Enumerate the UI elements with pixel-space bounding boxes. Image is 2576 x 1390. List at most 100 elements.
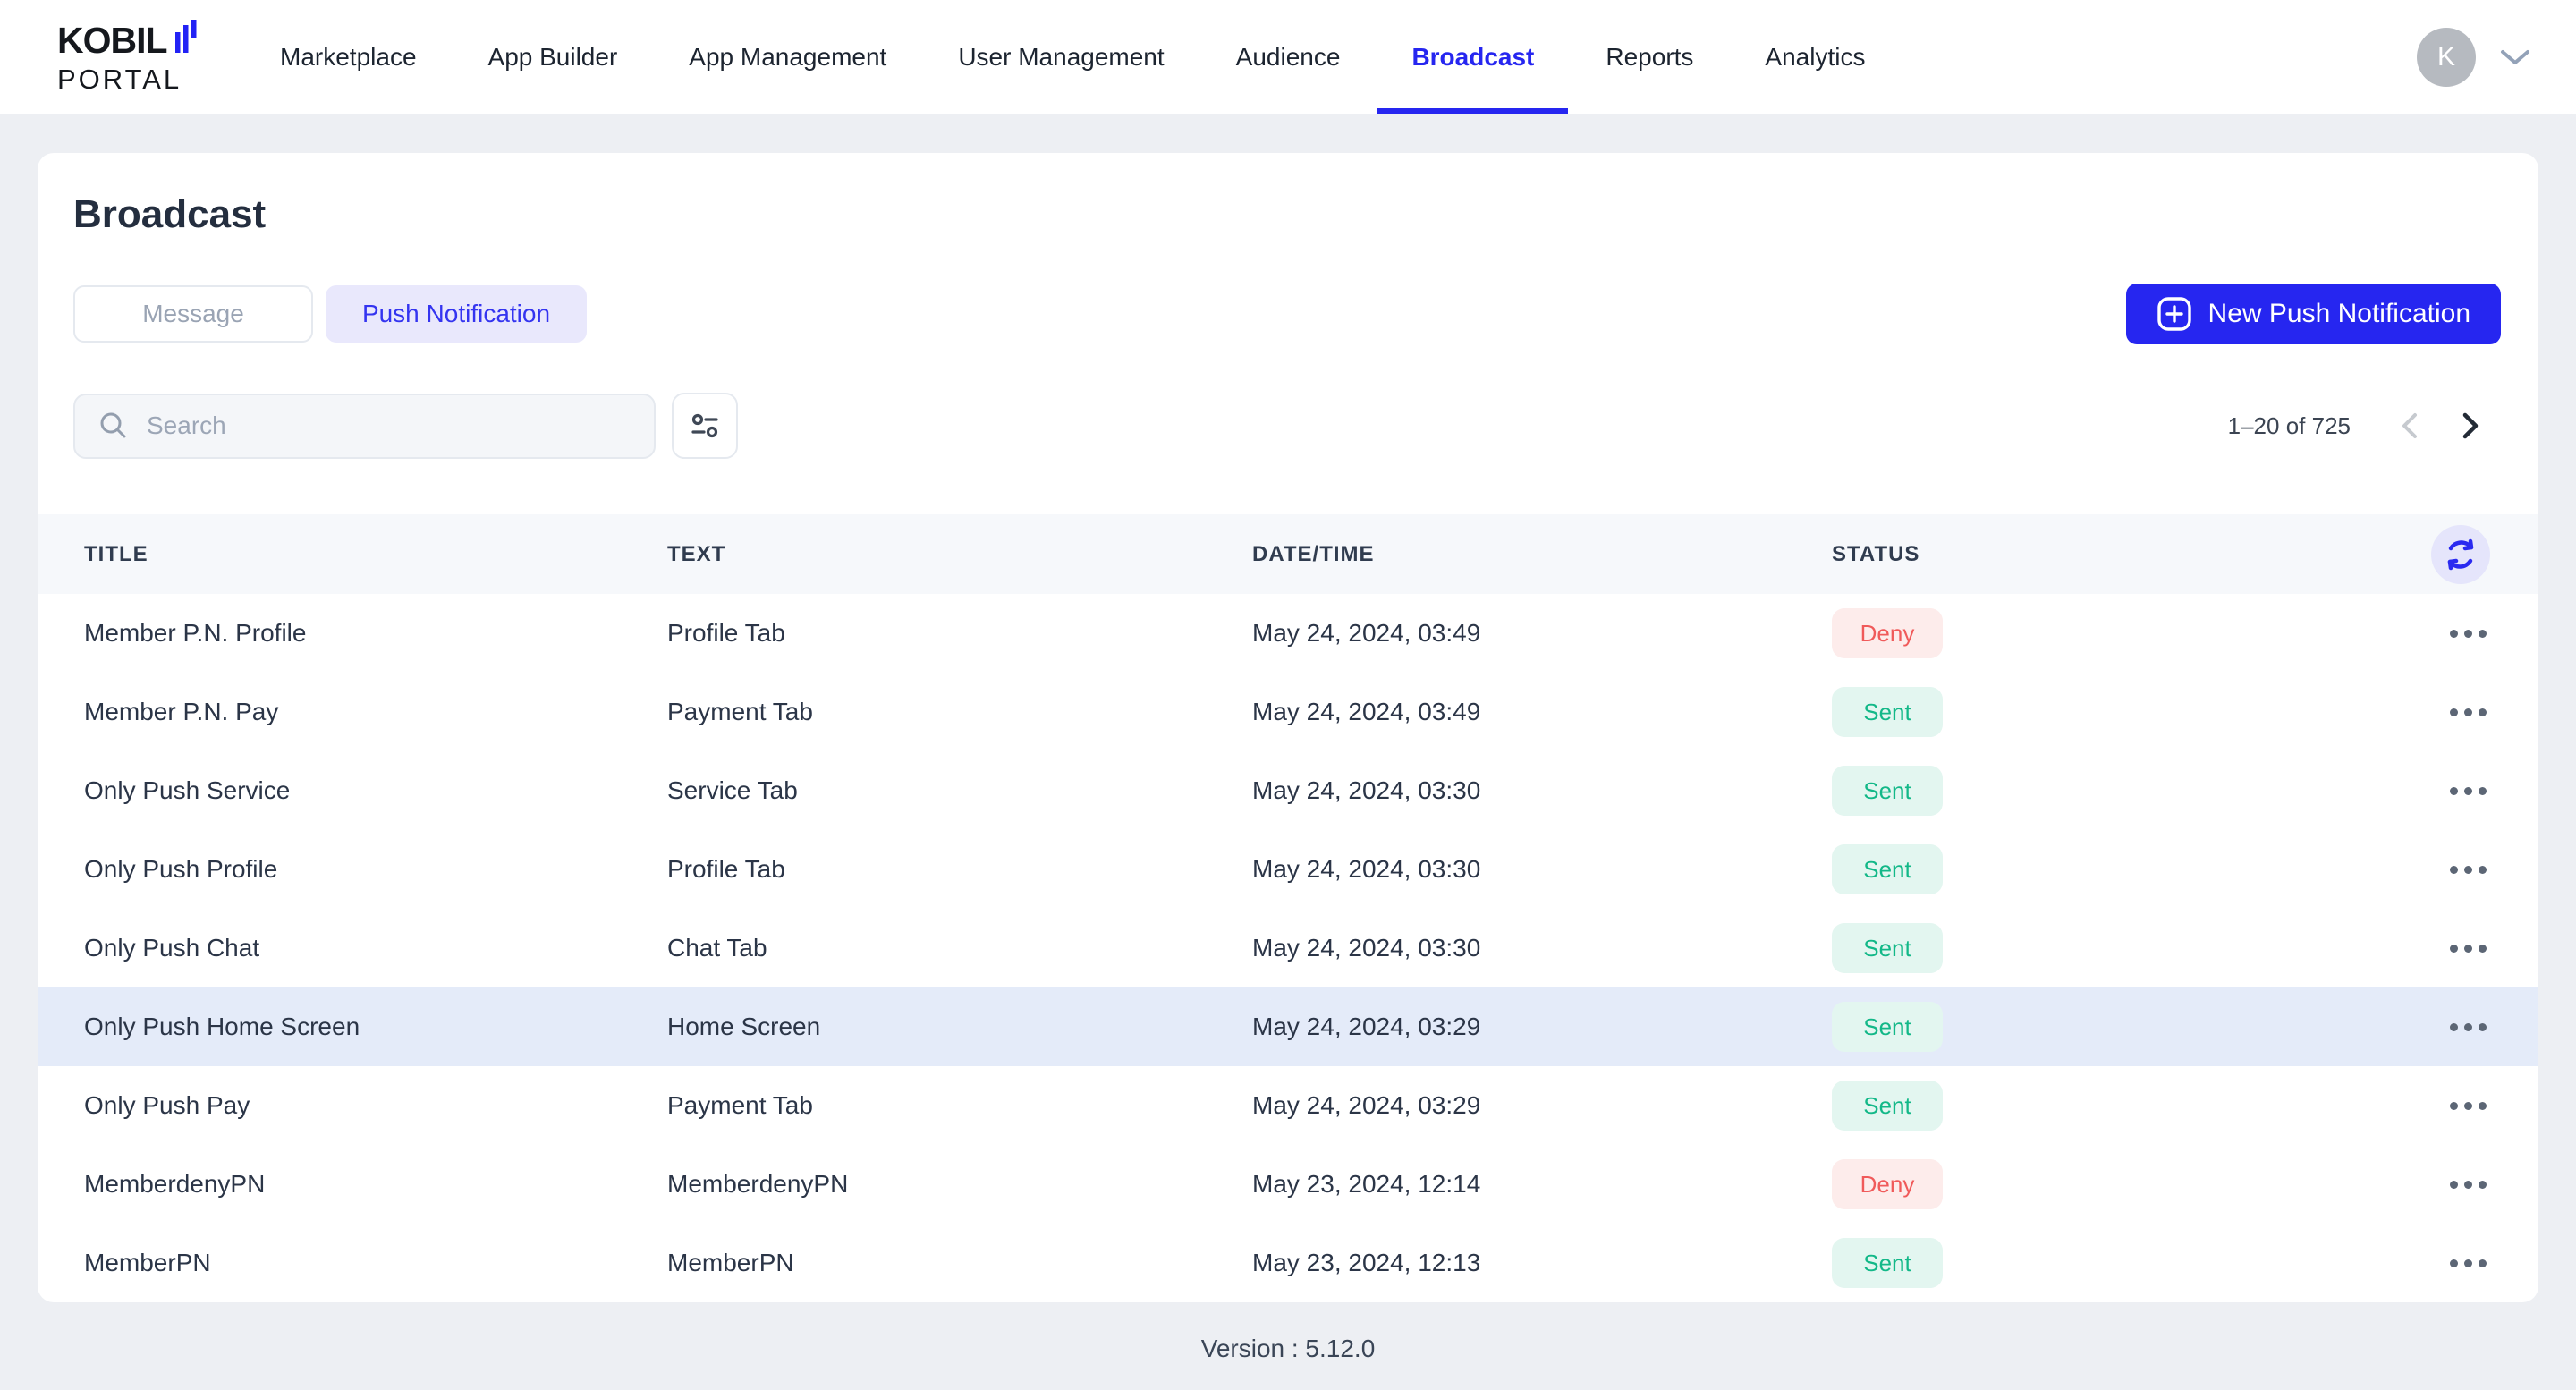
new-push-notification-button[interactable]: New Push Notification [2125, 284, 2501, 344]
kobil-signal-bars-icon [174, 19, 197, 53]
table-body: Member P.N. Profile Profile Tab May 24, … [38, 594, 2538, 1302]
row-datetime-cell: May 24, 2024, 03:49 [1252, 619, 1481, 647]
row-actions-button[interactable] [2446, 932, 2490, 965]
nav-item-marketplace[interactable]: Marketplace [280, 43, 417, 71]
row-actions-button[interactable] [2446, 1247, 2490, 1280]
table-header-row: TITLE TEXT DATE/TIME STATUS [38, 514, 2538, 594]
broadcast-card: Broadcast Message Push Notification New … [38, 153, 2538, 1302]
row-text-cell: Payment Tab [667, 1091, 813, 1119]
table-row[interactable]: Only Push Pay Payment Tab May 24, 2024, … [38, 1066, 2538, 1145]
row-text-cell: Profile Tab [667, 855, 785, 883]
pagination: 1–20 of 725 [2228, 395, 2501, 456]
search-row: 1–20 of 725 [38, 393, 2538, 459]
version-text: Version : 5.12.0 [1200, 1335, 1376, 1362]
row-datetime-cell: May 24, 2024, 03:30 [1252, 776, 1481, 804]
pagination-next-button[interactable] [2440, 395, 2501, 456]
nav-item-app-builder[interactable]: App Builder [487, 43, 618, 71]
table-row[interactable]: Only Push Profile Profile Tab May 24, 20… [38, 830, 2538, 909]
row-title-cell: Only Push Service [84, 776, 291, 804]
status-badge: Sent [1832, 687, 1943, 737]
row-datetime-cell: May 24, 2024, 03:30 [1252, 934, 1481, 962]
row-title-cell: Member P.N. Pay [84, 698, 279, 725]
row-title-cell: MemberPN [84, 1249, 211, 1276]
filter-button[interactable] [672, 393, 738, 459]
nav-item-user-management[interactable]: User Management [958, 43, 1165, 71]
search-box [73, 393, 656, 459]
row-text-cell: Payment Tab [667, 698, 813, 725]
chevron-down-icon[interactable] [2499, 47, 2531, 67]
status-badge: Sent [1832, 844, 1943, 894]
user-area: K [2417, 28, 2531, 87]
search-input[interactable] [147, 411, 632, 440]
chevron-right-icon [2462, 412, 2479, 439]
status-badge: Sent [1832, 766, 1943, 816]
row-datetime-cell: May 24, 2024, 03:29 [1252, 1013, 1481, 1040]
row-datetime-cell: May 23, 2024, 12:14 [1252, 1170, 1481, 1198]
row-datetime-cell: May 23, 2024, 12:13 [1252, 1249, 1481, 1276]
column-header-datetime: DATE/TIME [1252, 541, 1375, 566]
refresh-icon [2447, 538, 2474, 570]
row-title-cell: Only Push Pay [84, 1091, 250, 1119]
toolbar-row: Message Push Notification New Push Notif… [38, 284, 2538, 344]
column-header-status: STATUS [1832, 541, 1920, 566]
row-text-cell: MemberPN [667, 1249, 794, 1276]
plus-square-icon [2157, 297, 2191, 331]
table-row[interactable]: MemberdenyPN MemberdenyPN May 23, 2024, … [38, 1145, 2538, 1224]
filter-sliders-icon [691, 413, 718, 438]
chevron-left-icon [2402, 413, 2417, 438]
broadcast-type-toggle: Message Push Notification [73, 285, 587, 343]
status-badge: Deny [1832, 1159, 1943, 1209]
row-actions-button[interactable] [2446, 1011, 2490, 1044]
table-row[interactable]: MemberPN MemberPN May 23, 2024, 12:13 Se… [38, 1224, 2538, 1302]
row-title-cell: Only Push Chat [84, 934, 260, 962]
nav-item-broadcast[interactable]: Broadcast [1377, 0, 1569, 114]
top-navbar: KOBIL PORTAL Marketplace App Builder App M… [0, 0, 2576, 114]
column-header-title: TITLE [84, 541, 148, 566]
row-actions-button[interactable] [2446, 853, 2490, 886]
row-actions-button[interactable] [2446, 1089, 2490, 1123]
row-title-cell: Only Push Profile [84, 855, 278, 883]
row-text-cell: Home Screen [667, 1013, 821, 1040]
refresh-button[interactable] [2431, 524, 2490, 584]
page-title: Broadcast [73, 192, 267, 236]
row-text-cell: Chat Tab [667, 934, 767, 962]
status-badge: Deny [1832, 608, 1943, 658]
main-nav: Marketplace App Builder App Management User… [246, 0, 1899, 114]
nav-item-audience[interactable]: Audience [1235, 43, 1341, 71]
broadcast-table: TITLE TEXT DATE/TIME STATUS [38, 514, 2538, 1302]
status-badge: Sent [1832, 1002, 1943, 1052]
column-header-text: TEXT [667, 541, 726, 566]
status-badge: Sent [1832, 1238, 1943, 1288]
table-row[interactable]: Only Push Service Service Tab May 24, 20… [38, 751, 2538, 830]
avatar[interactable]: K [2417, 28, 2476, 87]
pagination-range: 1–20 of 725 [2227, 411, 2351, 439]
content-area: Broadcast Message Push Notification New … [0, 114, 2576, 1363]
row-title-cell: Only Push Home Screen [84, 1013, 360, 1040]
table-row[interactable]: Member P.N. Pay Payment Tab May 24, 2024… [38, 673, 2538, 751]
nav-item-analytics[interactable]: Analytics [1765, 43, 1866, 71]
logo-kobil-text: KOBIL [57, 19, 168, 61]
row-actions-button[interactable] [2446, 696, 2490, 729]
pagination-prev-button[interactable] [2379, 395, 2440, 456]
new-push-notification-label: New Push Notification [2207, 299, 2470, 328]
kobil-portal-logo: KOBIL PORTAL [57, 19, 223, 93]
table-row[interactable]: Only Push Home Screen Home Screen May 24… [38, 987, 2538, 1066]
table-row[interactable]: Member P.N. Profile Profile Tab May 24, … [38, 594, 2538, 673]
row-actions-button[interactable] [2446, 775, 2490, 808]
row-actions-button[interactable] [2446, 1168, 2490, 1201]
nav-item-reports[interactable]: Reports [1606, 43, 1694, 71]
status-badge: Sent [1832, 923, 1943, 973]
search-icon [100, 412, 126, 438]
row-actions-button[interactable] [2446, 617, 2490, 650]
row-datetime-cell: May 24, 2024, 03:30 [1252, 855, 1481, 883]
row-text-cell: Profile Tab [667, 619, 785, 647]
row-title-cell: MemberdenyPN [84, 1170, 266, 1198]
row-datetime-cell: May 24, 2024, 03:49 [1252, 698, 1481, 725]
row-title-cell: Member P.N. Profile [84, 619, 307, 647]
nav-item-app-management[interactable]: App Management [689, 43, 887, 71]
table-row[interactable]: Only Push Chat Chat Tab May 24, 2024, 03… [38, 909, 2538, 987]
tab-message[interactable]: Message [73, 285, 313, 343]
status-badge: Sent [1832, 1081, 1943, 1131]
row-text-cell: Service Tab [667, 776, 798, 804]
tab-push-notification[interactable]: Push Notification [326, 285, 587, 343]
